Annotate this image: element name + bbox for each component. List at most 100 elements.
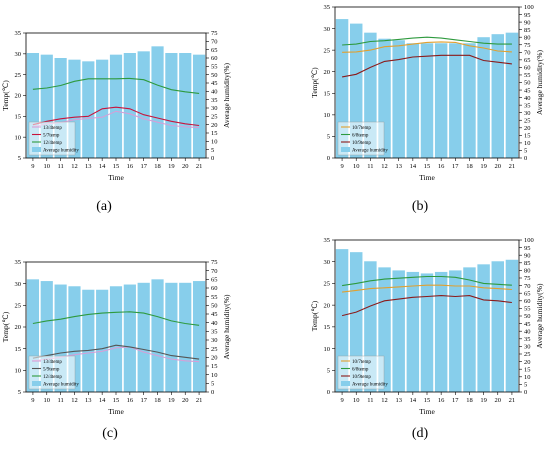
temp-line-1 <box>342 275 512 287</box>
y2-tick-label: 20 <box>524 125 531 132</box>
y-tick-label: 35 <box>324 237 331 244</box>
y2-tick-label: 60 <box>211 285 218 292</box>
y2-tick-label: 45 <box>524 321 531 328</box>
humidity-bar <box>434 43 448 158</box>
humidity-bar <box>420 43 434 158</box>
y-tick-label: 10 <box>324 346 331 353</box>
y-tick-label: 5 <box>18 155 21 162</box>
humidity-bar <box>96 289 109 392</box>
humidity-bar <box>165 53 178 158</box>
x-tick-label: 9 <box>340 397 343 404</box>
legend-label: 6/8temp <box>352 367 369 372</box>
y2-axis-label: Average humidity(%) <box>222 62 231 128</box>
humidity-bar <box>192 281 206 392</box>
y2-tick-label: 5 <box>524 148 527 155</box>
y2-tick-label: 0 <box>211 155 214 162</box>
y-tick-label: 10 <box>324 112 331 119</box>
x-tick-label: 15 <box>113 397 120 404</box>
y-axis-label: Temp(℃) <box>1 311 10 342</box>
humidity-bar <box>449 270 462 392</box>
humidity-bar <box>165 282 178 392</box>
y2-tick-label: 55 <box>524 72 531 79</box>
y2-tick-label: 50 <box>524 313 531 320</box>
legend-label: Average humidity <box>43 382 79 387</box>
y2-tick-label: 20 <box>524 359 531 366</box>
legend-label: 12/4temp <box>43 375 62 380</box>
y2-tick-label: 75 <box>211 259 218 266</box>
y2-tick-label: 10 <box>211 139 218 146</box>
humidity-bar <box>137 282 150 392</box>
x-axis-label: Time <box>108 407 124 416</box>
humidity-bar <box>137 51 150 159</box>
y2-tick-label: 20 <box>211 122 218 129</box>
temp-line-1 <box>342 36 512 46</box>
humidity-bar <box>420 273 434 392</box>
humidity-bar <box>151 279 164 392</box>
humidity-bar <box>477 264 490 392</box>
y2-tick-label: 100 <box>524 237 534 244</box>
x-tick-label: 13 <box>85 163 92 170</box>
y2-tick-label: 30 <box>211 105 218 112</box>
humidity-bar <box>491 34 504 158</box>
temp-line-2 <box>342 54 512 78</box>
legend-label: Average humidity <box>43 148 79 153</box>
x-tick-label: 12 <box>381 163 388 170</box>
y2-axis-label: Average humidity(%) <box>535 283 544 349</box>
x-tick-label: 18 <box>466 163 473 170</box>
y-tick-label: 35 <box>15 259 22 266</box>
y2-tick-label: 45 <box>211 80 218 87</box>
humidity-bar <box>109 54 123 158</box>
y-tick-label: 15 <box>15 114 22 121</box>
y2-tick-label: 45 <box>524 87 531 94</box>
panel-label: (a) <box>96 199 112 214</box>
panel-d: 0510152025303505101520253035404550556065… <box>310 237 544 441</box>
humidity-bar <box>123 53 136 158</box>
y2-tick-label: 60 <box>524 298 531 305</box>
legend-label: Average humidity <box>352 382 388 387</box>
y-tick-label: 0 <box>327 389 330 396</box>
x-tick-label: 12 <box>381 397 388 404</box>
y-axis-label: Temp(℃) <box>1 80 10 111</box>
x-tick-label: 9 <box>340 163 343 170</box>
y2-tick-label: 35 <box>211 329 218 336</box>
y2-tick-label: 100 <box>524 4 534 11</box>
x-tick-label: 16 <box>127 163 134 170</box>
y-tick-label: 25 <box>15 72 22 79</box>
x-tick-label: 18 <box>154 397 161 404</box>
humidity-bar <box>477 37 490 159</box>
x-tick-label: 19 <box>480 163 487 170</box>
y2-tick-label: 95 <box>524 245 531 252</box>
y2-tick-label: 60 <box>524 65 531 72</box>
y2-tick-label: 25 <box>524 117 531 124</box>
x-tick-label: 11 <box>367 163 373 170</box>
humidity-bar <box>123 284 136 392</box>
x-tick-label: 17 <box>452 397 459 404</box>
y2-tick-label: 60 <box>211 55 218 62</box>
legend-label: 12/4temp <box>43 141 62 146</box>
x-tick-label: 19 <box>168 163 175 170</box>
y-tick-label: 25 <box>324 47 331 54</box>
y-axis-label: Temp(℃) <box>310 300 319 331</box>
humidity-bar <box>151 46 164 159</box>
x-tick-label: 16 <box>127 397 134 404</box>
humidity-bar <box>449 43 462 158</box>
y2-axis-label: Average humidity(%) <box>222 294 231 360</box>
y2-tick-label: 40 <box>524 328 531 335</box>
x-tick-label: 15 <box>113 163 120 170</box>
x-tick-label: 21 <box>509 397 516 404</box>
y-tick-label: 15 <box>324 324 331 331</box>
y2-tick-label: 0 <box>211 389 214 396</box>
y2-axis-label: Average humidity(%) <box>535 49 544 115</box>
y-tick-label: 25 <box>15 303 22 310</box>
y2-tick-label: 85 <box>524 27 531 34</box>
y2-tick-label: 30 <box>211 337 218 344</box>
temp-line-1 <box>32 106 200 127</box>
humidity-bar <box>406 271 420 392</box>
y2-tick-label: 25 <box>211 114 218 121</box>
y2-tick-label: 65 <box>211 277 218 284</box>
y2-tick-label: 75 <box>211 30 218 37</box>
humidity-bar <box>463 267 476 392</box>
y2-tick-label: 70 <box>524 50 531 57</box>
y2-tick-label: 40 <box>211 320 218 327</box>
